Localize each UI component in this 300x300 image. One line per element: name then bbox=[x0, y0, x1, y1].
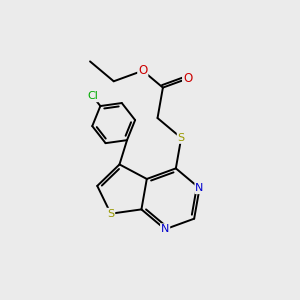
Text: S: S bbox=[107, 209, 114, 219]
Text: Cl: Cl bbox=[87, 91, 98, 101]
Text: N: N bbox=[161, 224, 169, 234]
Text: O: O bbox=[138, 64, 147, 77]
Text: S: S bbox=[178, 133, 185, 143]
Text: N: N bbox=[195, 183, 204, 193]
Text: O: O bbox=[183, 72, 192, 85]
